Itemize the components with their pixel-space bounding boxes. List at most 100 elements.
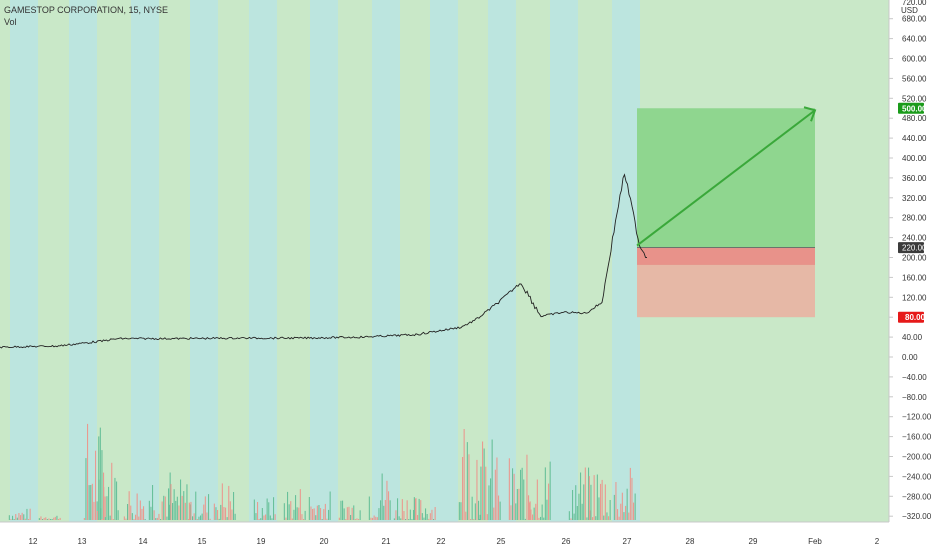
time-tick-label: 22	[437, 537, 446, 546]
volume-bar	[298, 507, 300, 520]
volume-bar	[526, 454, 528, 520]
price-tick-label: 720.00	[902, 0, 927, 7]
volume-bar	[529, 501, 531, 520]
volume-bar	[295, 495, 297, 520]
volume-bar	[425, 508, 427, 520]
volume-bar	[536, 479, 538, 520]
volume-bar	[103, 487, 105, 520]
volume-bar	[169, 472, 171, 520]
volume-bar	[58, 519, 60, 520]
volume-bar	[265, 514, 267, 520]
volume-bar	[485, 466, 487, 520]
volume-bar	[87, 423, 89, 520]
time-tick-label: 15	[198, 537, 207, 546]
volume-bar	[217, 510, 219, 520]
price-axis[interactable]	[889, 0, 932, 522]
volume-bar	[315, 515, 317, 520]
volume-bar	[53, 517, 55, 520]
volume-bar	[88, 485, 90, 520]
currency-label: USD	[901, 6, 918, 15]
time-tick-label: 12	[29, 537, 38, 546]
volume-bar	[10, 519, 12, 520]
volume-bar	[358, 519, 360, 520]
volume-bar	[229, 501, 231, 520]
offsession-band	[372, 0, 400, 522]
volume-bar	[518, 488, 520, 520]
volume-bar	[156, 517, 158, 520]
volume-bar	[136, 493, 138, 520]
volume-bar	[408, 519, 410, 520]
volume-bar	[104, 517, 106, 520]
volume-bar	[125, 518, 127, 520]
price-tick-label: 400.00	[902, 154, 927, 163]
volume-bar	[225, 507, 227, 520]
price-tick-label: 680.00	[902, 15, 927, 24]
volume-bar	[106, 496, 108, 520]
volume-bar	[376, 517, 378, 520]
volume-bar	[117, 510, 119, 520]
volume-bar	[38, 518, 40, 520]
volume-bar	[588, 467, 590, 520]
volume-bar	[570, 518, 572, 520]
offsession-band	[249, 0, 277, 522]
volume-bar	[388, 491, 390, 520]
volume-bar	[549, 461, 551, 520]
volume-bar	[433, 519, 435, 520]
volume-bar	[515, 503, 517, 520]
volume-bar	[380, 500, 382, 520]
volume-bar	[418, 498, 420, 520]
volume-bar	[483, 448, 485, 520]
volume-bar	[203, 504, 205, 520]
volume-bar	[350, 515, 352, 520]
volume-bar	[620, 503, 622, 520]
loss-zone-lower[interactable]	[637, 264, 815, 318]
price-tick-label: 560.00	[902, 74, 927, 83]
time-axis[interactable]	[0, 522, 932, 550]
volume-bar	[628, 512, 630, 520]
volume-bar	[345, 519, 347, 520]
volume-bar	[568, 511, 570, 520]
volume-bar	[478, 519, 480, 520]
volume-bar	[43, 517, 45, 520]
volume-bar	[491, 439, 493, 520]
volume-bar	[543, 517, 545, 520]
volume-bar	[111, 462, 113, 520]
volume-bar	[42, 519, 44, 520]
volume-bar	[482, 441, 484, 520]
volume-bar	[24, 518, 26, 520]
volume-bar	[112, 519, 114, 520]
volume-bar	[45, 517, 47, 520]
volume-bar	[633, 502, 635, 520]
volume-bar	[353, 505, 355, 520]
price-axis-labels: 680.00 640.00 600.00 560.00 520.00 480.00 440.…	[889, 0, 932, 521]
projection-arrow[interactable]	[636, 106, 817, 247]
volume-bar	[226, 517, 228, 520]
volume-bar	[342, 500, 344, 520]
long-position-tool[interactable]	[637, 108, 815, 318]
target-badge[interactable]: 500.00	[898, 102, 927, 114]
volume-bar	[572, 490, 574, 520]
price-tick-label: −320.00	[902, 512, 932, 521]
volume-bar	[12, 515, 14, 520]
volume-bar	[389, 500, 391, 520]
stop-badge[interactable]: 80.00	[898, 311, 926, 323]
price-tick-label: 0.00	[902, 353, 918, 362]
volume-bar	[20, 515, 22, 520]
volume-bar	[85, 458, 87, 520]
volume-bar	[231, 509, 233, 520]
volume-bar	[287, 491, 289, 520]
price-badge[interactable]: 220.00	[898, 242, 927, 254]
volume-bar	[260, 518, 262, 520]
volume-bar	[429, 513, 431, 520]
volume-bar	[193, 513, 195, 520]
loss-zone-upper[interactable]	[637, 247, 815, 265]
time-tick-label: 2	[875, 537, 880, 546]
volume-bar	[508, 458, 510, 520]
volume-bar	[8, 515, 10, 520]
volume-bar	[181, 495, 183, 520]
volume-bar	[178, 505, 180, 520]
volume-bar	[285, 517, 287, 520]
volume-bar	[98, 436, 100, 520]
volume-bar	[601, 479, 603, 520]
